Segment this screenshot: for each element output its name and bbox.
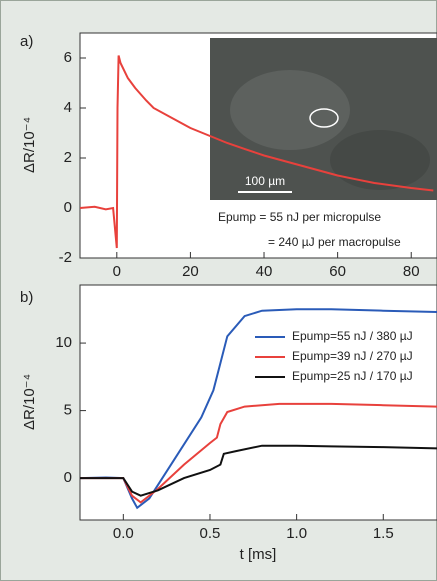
y-tick-label: -2 [59,249,72,266]
y-tick-label: 0 [64,199,72,216]
x-tick-label: 0.0 [113,525,134,542]
x-tick-label: 1.5 [373,525,394,542]
y-tick-label: 10 [55,334,72,351]
panel-label: b) [20,289,33,306]
annotation: = 240 µJ per macropulse [268,235,401,249]
plot-area-b [79,284,437,521]
x-tick-label: 40 [256,263,273,280]
legend-label: Epump=39 nJ / 270 µJ [292,349,413,363]
y-tick-label: 2 [64,149,72,166]
x-tick-label: 20 [182,263,199,280]
series-line [80,444,437,497]
panel-label: a) [20,33,33,50]
x-tick-label: 80 [403,263,420,280]
y-tick-label: 0 [64,469,72,486]
x-tick-label: 1.0 [286,525,307,542]
annotation: Epump = 55 nJ per micropulse [218,210,381,224]
y-tick-label: 6 [64,49,72,66]
series-line [80,55,434,249]
y-tick-label: 5 [64,402,72,419]
legend-label: Epump=25 nJ / 170 µJ [292,369,413,383]
x-tick-label: 0.5 [200,525,221,542]
spot-marker [309,108,339,128]
inset-image: 100 µm [210,38,437,200]
y-tick-label: 4 [64,99,72,116]
y-axis-label: ΔR/10⁻⁴ [21,374,38,430]
x-tick-label: 60 [329,263,346,280]
scale-label: 100 µm [245,174,285,188]
texture [230,70,350,150]
series-line [80,402,437,504]
x-axis-label: t [ms] [240,546,277,563]
x-tick-label: 0 [113,263,121,280]
texture [330,130,430,190]
y-axis-label: ΔR/10⁻⁴ [21,117,38,173]
legend-label: Epump=55 nJ / 380 µJ [292,329,413,343]
